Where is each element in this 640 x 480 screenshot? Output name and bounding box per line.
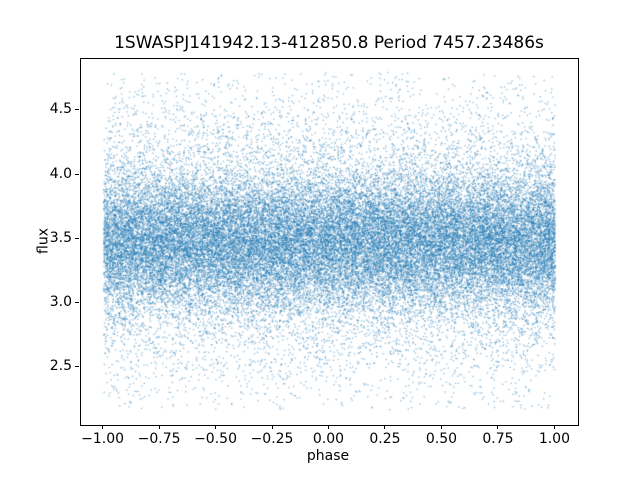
y-tick-label: 3.5 <box>49 229 72 246</box>
x-tick-label: 0.25 <box>369 431 401 447</box>
y-tick-label: 4.5 <box>49 101 72 118</box>
x-tick-mark <box>102 425 104 429</box>
x-tick-mark <box>384 425 386 429</box>
x-tick-label: 1.00 <box>538 431 570 447</box>
y-tick-mark <box>75 173 79 175</box>
x-tick-label: −0.25 <box>250 431 294 447</box>
y-tick-label: 4.0 <box>49 165 72 182</box>
y-tick-mark <box>75 301 79 303</box>
x-tick-mark <box>271 425 273 429</box>
x-tick-mark <box>215 425 217 429</box>
y-tick-mark <box>75 237 79 239</box>
x-tick-label: 0.75 <box>482 431 514 447</box>
y-tick-mark <box>75 365 79 367</box>
x-tick-mark <box>497 425 499 429</box>
x-tick-mark <box>553 425 555 429</box>
x-tick-mark <box>440 425 442 429</box>
x-tick-label: −0.50 <box>194 431 237 447</box>
x-tick-mark <box>158 425 160 429</box>
x-axis-label: phase <box>306 448 350 464</box>
x-tick-label: −0.75 <box>137 431 181 447</box>
y-tick-mark <box>75 109 79 111</box>
y-tick-label: 2.5 <box>49 357 72 374</box>
x-tick-mark <box>328 425 329 429</box>
chart-title: 1SWASPJ141942.13-412850.8 Period 7457.23… <box>114 33 544 53</box>
x-tick-label: 0.50 <box>425 431 458 447</box>
x-tick-label: 0.00 <box>312 431 345 447</box>
plot-area <box>80 58 579 426</box>
y-tick-label: 3.0 <box>49 293 72 310</box>
scatter-points-canvas <box>81 59 578 425</box>
x-tick-label: −1.00 <box>81 431 125 447</box>
